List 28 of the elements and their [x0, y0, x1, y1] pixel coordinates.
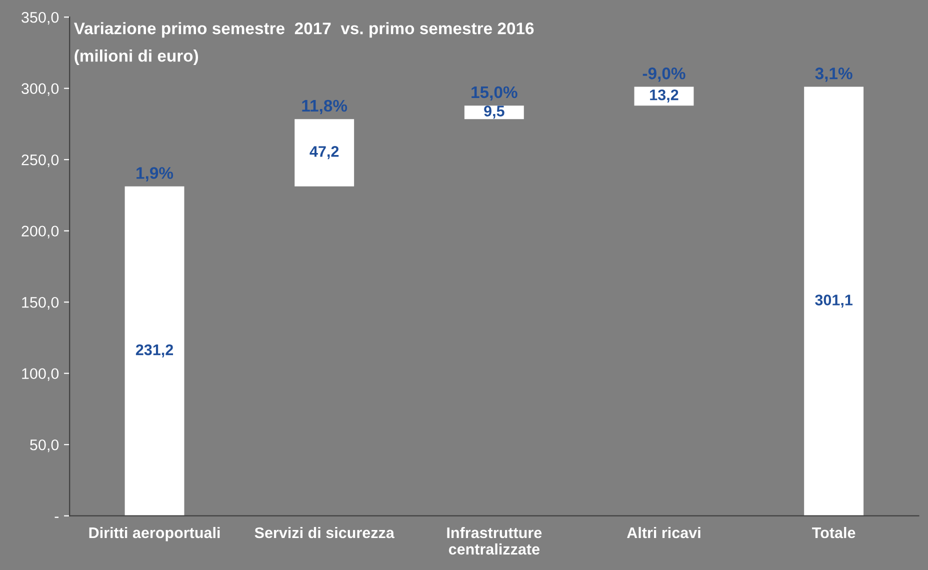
annotation: 3,1%: [815, 68, 852, 82]
chart-title: Variazione primo semestre 2017 vs. primo semestre 2016: [74, 22, 534, 38]
y-tick-label: 150,0: [22, 296, 59, 310]
bar: [124, 186, 184, 516]
x-tick-label: Servizi di sicurezza: [254, 526, 394, 538]
y-tick-label: 300,0: [22, 83, 59, 96]
y-tick-label: 200,0: [22, 226, 59, 238]
y-tick-label: -: [54, 516, 59, 518]
x-tick-label: Totale: [812, 526, 856, 538]
annotation: 11,8%: [302, 100, 348, 114]
y-tick-label: 50,0: [30, 439, 59, 452]
annotation: 1,9%: [136, 167, 174, 182]
data-label: 231,2: [136, 344, 174, 358]
bar: [804, 86, 864, 516]
y-tick-label: 250,0: [22, 154, 59, 168]
data-label: 47,2: [310, 146, 339, 160]
y-tick-label: 350,0: [22, 12, 59, 25]
data-label: 9,5: [484, 106, 504, 119]
data-label: 13,2: [650, 89, 678, 103]
annotation: 15,0%: [472, 86, 518, 101]
annotation: -9,0%: [642, 68, 686, 82]
x-tick-label: Infrastrutture centralizzate: [447, 526, 542, 555]
data-label: 301,1: [815, 294, 852, 308]
text: (milioni di euro): [74, 50, 198, 66]
x-tick-label: Altri ricavi: [627, 526, 700, 538]
y-tick-label: 100,0: [22, 368, 59, 381]
x-tick-label: Diritti aeroportuali: [89, 526, 220, 542]
bar: [294, 119, 354, 186]
